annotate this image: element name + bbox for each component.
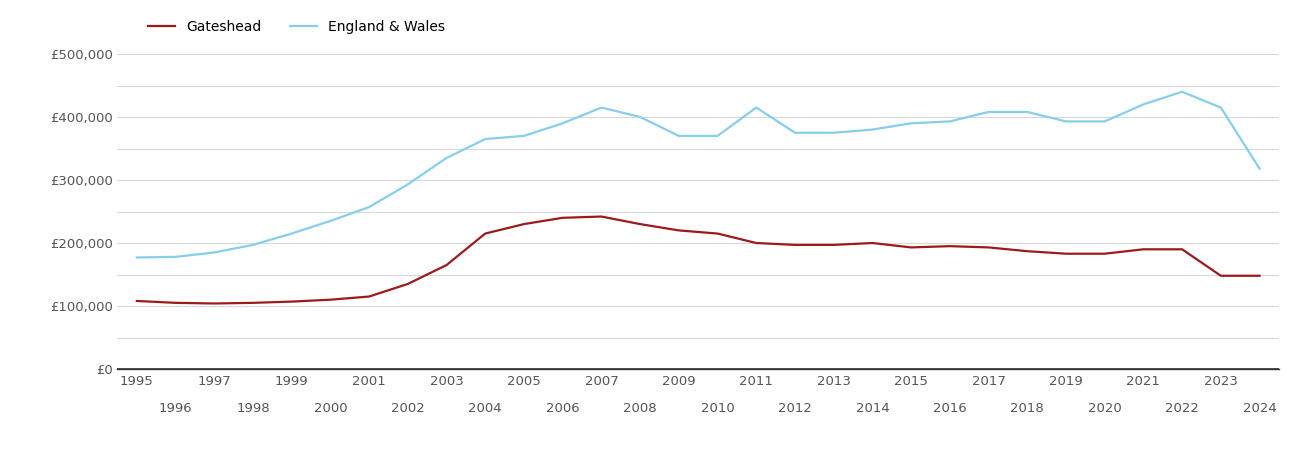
Gateshead xyxy=(748,240,763,246)
England & Wales xyxy=(671,133,686,139)
Gateshead xyxy=(206,301,222,306)
England & Wales xyxy=(981,109,997,115)
Gateshead xyxy=(438,262,454,268)
Gateshead xyxy=(1058,251,1074,256)
Gateshead xyxy=(903,245,919,250)
England & Wales xyxy=(903,121,919,126)
Gateshead xyxy=(787,242,803,248)
Gateshead xyxy=(1019,248,1035,254)
Gateshead xyxy=(1174,247,1190,252)
Gateshead xyxy=(671,228,686,233)
Text: 2018: 2018 xyxy=(1010,402,1044,415)
England & Wales xyxy=(168,254,184,260)
Gateshead xyxy=(594,214,609,219)
England & Wales xyxy=(399,182,415,187)
Gateshead xyxy=(245,300,261,306)
Gateshead xyxy=(710,231,726,236)
England & Wales xyxy=(245,242,261,248)
England & Wales xyxy=(361,204,377,210)
Text: 2000: 2000 xyxy=(313,402,347,415)
Text: 2024: 2024 xyxy=(1242,402,1276,415)
England & Wales xyxy=(748,105,763,110)
England & Wales xyxy=(1058,119,1074,124)
England & Wales xyxy=(826,130,842,135)
Gateshead xyxy=(283,299,299,304)
Gateshead xyxy=(555,215,570,220)
England & Wales xyxy=(594,105,609,110)
England & Wales xyxy=(283,231,299,236)
Text: 1996: 1996 xyxy=(159,402,192,415)
England & Wales xyxy=(865,127,881,132)
England & Wales xyxy=(438,155,454,161)
Text: 2006: 2006 xyxy=(545,402,579,415)
Text: 2004: 2004 xyxy=(468,402,502,415)
England & Wales xyxy=(1212,105,1228,110)
Line: England & Wales: England & Wales xyxy=(137,92,1259,257)
Text: 2016: 2016 xyxy=(933,402,967,415)
Text: 2002: 2002 xyxy=(392,402,424,415)
England & Wales xyxy=(710,133,726,139)
England & Wales xyxy=(787,130,803,135)
Gateshead xyxy=(1135,247,1151,252)
England & Wales xyxy=(1019,109,1035,115)
Gateshead xyxy=(129,298,145,304)
Gateshead xyxy=(942,243,958,249)
England & Wales xyxy=(517,133,532,139)
England & Wales xyxy=(942,119,958,124)
England & Wales xyxy=(129,255,145,260)
England & Wales xyxy=(1251,166,1267,171)
Line: Gateshead: Gateshead xyxy=(137,216,1259,303)
England & Wales xyxy=(206,250,222,255)
Legend: Gateshead, England & Wales: Gateshead, England & Wales xyxy=(147,20,445,34)
England & Wales xyxy=(322,218,338,224)
Gateshead xyxy=(168,300,184,306)
Text: 2020: 2020 xyxy=(1088,402,1121,415)
Gateshead xyxy=(1212,273,1228,279)
Text: 2012: 2012 xyxy=(778,402,812,415)
England & Wales xyxy=(632,114,647,120)
Gateshead xyxy=(826,242,842,248)
Text: 2010: 2010 xyxy=(701,402,735,415)
Gateshead xyxy=(632,221,647,227)
Gateshead xyxy=(517,221,532,227)
England & Wales xyxy=(1096,119,1112,124)
Text: 2022: 2022 xyxy=(1165,402,1199,415)
Gateshead xyxy=(981,245,997,250)
Gateshead xyxy=(865,240,881,246)
England & Wales xyxy=(555,121,570,126)
England & Wales xyxy=(1174,89,1190,94)
England & Wales xyxy=(1135,102,1151,107)
Text: 2008: 2008 xyxy=(624,402,656,415)
Gateshead xyxy=(361,294,377,299)
Gateshead xyxy=(478,231,493,236)
Gateshead xyxy=(399,281,415,287)
England & Wales xyxy=(478,136,493,142)
Gateshead xyxy=(322,297,338,302)
Gateshead xyxy=(1096,251,1112,256)
Gateshead xyxy=(1251,273,1267,279)
Text: 1998: 1998 xyxy=(236,402,270,415)
Text: 2014: 2014 xyxy=(856,402,889,415)
